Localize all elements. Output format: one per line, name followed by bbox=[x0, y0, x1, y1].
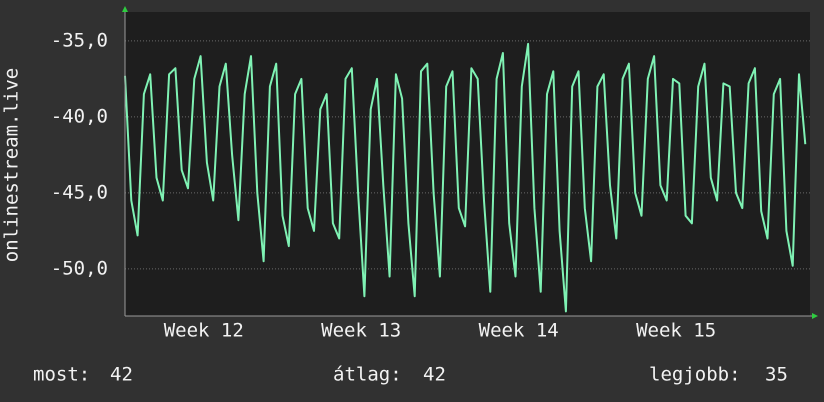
y-tick-label: -35,0 bbox=[51, 29, 108, 51]
plot bbox=[124, 42, 807, 313]
stat-label: átlag: bbox=[333, 364, 402, 386]
x-tick-label: Week 12 bbox=[164, 320, 244, 342]
x-tick-label: Week 14 bbox=[479, 320, 559, 342]
stat-value: 42 bbox=[110, 364, 133, 386]
x-tick-label: Week 15 bbox=[636, 320, 716, 342]
x-tick-label: Week 13 bbox=[321, 320, 401, 342]
stat-value: 42 bbox=[423, 364, 446, 386]
y-tick-label: -50,0 bbox=[51, 257, 108, 279]
y-axis-label: onlinestream.live bbox=[1, 68, 23, 262]
y-tick-label: -45,0 bbox=[51, 181, 108, 203]
stat-label: legjobb: bbox=[649, 364, 741, 386]
stat-label: most: bbox=[33, 364, 90, 386]
stat-value: 35 bbox=[765, 364, 788, 386]
labels: -35,0 -40,0 -45,0 -50,0 Week 12 Week 13 Week 1… bbox=[33, 29, 788, 385]
y-tick-label: -40,0 bbox=[51, 105, 108, 127]
y-arrow bbox=[122, 6, 128, 12]
data-line bbox=[124, 42, 807, 313]
x-arrow bbox=[812, 313, 818, 319]
